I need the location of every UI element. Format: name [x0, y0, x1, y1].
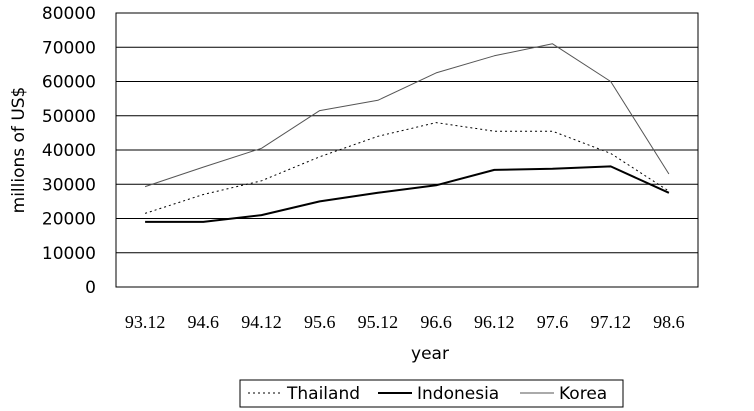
series-line-korea [144, 43, 670, 188]
legend-label-thailand: Thailand [286, 384, 360, 404]
x-tick-label: 97.6 [537, 312, 569, 332]
x-tick-label: 95.12 [358, 312, 399, 332]
y-tick-label: 20000 [42, 210, 96, 230]
x-tick-label: 94.6 [188, 312, 220, 332]
y-tick-label: 30000 [42, 175, 96, 195]
legend-label-indonesia: Indonesia [417, 384, 499, 404]
series-line-thailand [144, 122, 670, 214]
y-tick-label: 40000 [42, 141, 96, 161]
y-tick-label: 0 [85, 278, 96, 298]
y-axis-ticks: 0 10000 20000 30000 40000 50000 60000 70000 8000… [42, 4, 96, 298]
legend-box [239, 379, 624, 408]
x-tick-label: 96.12 [474, 312, 515, 332]
x-tick-label: 95.6 [304, 312, 336, 332]
x-tick-label: 94.12 [241, 312, 282, 332]
y-tick-label: 10000 [42, 244, 96, 264]
y-tick-label: 80000 [42, 4, 96, 24]
y-tick-label: 60000 [42, 73, 96, 93]
x-tick-label: 98.6 [653, 312, 685, 332]
series-lines [144, 43, 670, 223]
gridlines [116, 46, 698, 254]
plot-area-border [115, 12, 699, 288]
x-tick-label: 93.12 [125, 312, 166, 332]
x-axis-ticks: 93.12 94.6 94.12 95.6 95.12 96.6 96.12 97.6 97.1… [125, 312, 685, 332]
y-axis-label: millions of US$ [9, 87, 29, 214]
x-tick-label: 96.6 [420, 312, 452, 332]
y-tick-label: 70000 [42, 38, 96, 58]
legend-label-korea: Korea [559, 384, 607, 404]
x-axis-label: year [411, 344, 449, 364]
series-line-indonesia [145, 165, 670, 223]
y-tick-label: 50000 [42, 107, 96, 127]
x-tick-label: 97.12 [590, 312, 631, 332]
legend: Thailand Indonesia Korea [239, 379, 624, 408]
